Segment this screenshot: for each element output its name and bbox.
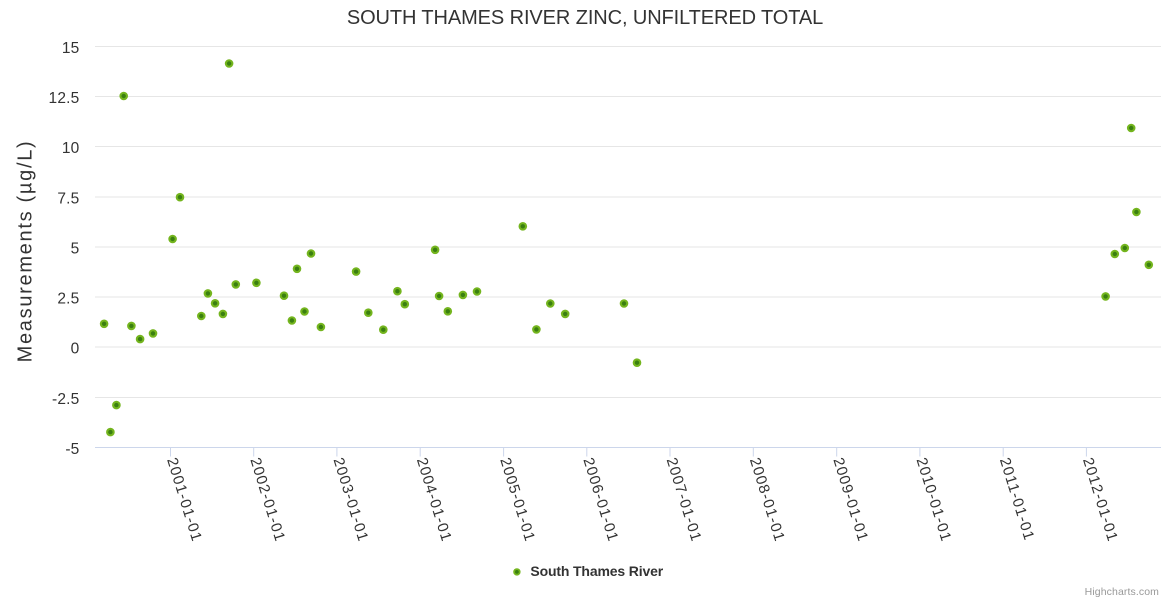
svg-text:0: 0 — [71, 340, 80, 357]
svg-text:10: 10 — [62, 140, 80, 157]
svg-text:South Thames River: South Thames River — [530, 563, 663, 579]
svg-text:-5: -5 — [65, 441, 79, 458]
svg-text:7.5: 7.5 — [57, 190, 79, 207]
svg-text:SOUTH THAMES RIVER ZINC, UNFIL: SOUTH THAMES RIVER ZINC, UNFILTERED TOTA… — [347, 7, 823, 29]
svg-text:Highcharts.com: Highcharts.com — [1085, 586, 1159, 598]
svg-text:-2.5: -2.5 — [52, 391, 80, 408]
svg-text:5: 5 — [71, 240, 80, 257]
svg-text:Measurements (µg/L): Measurements (µg/L) — [15, 140, 37, 363]
svg-text:12.5: 12.5 — [49, 90, 80, 107]
svg-text:2.5: 2.5 — [57, 290, 79, 307]
svg-text:15: 15 — [62, 40, 80, 57]
